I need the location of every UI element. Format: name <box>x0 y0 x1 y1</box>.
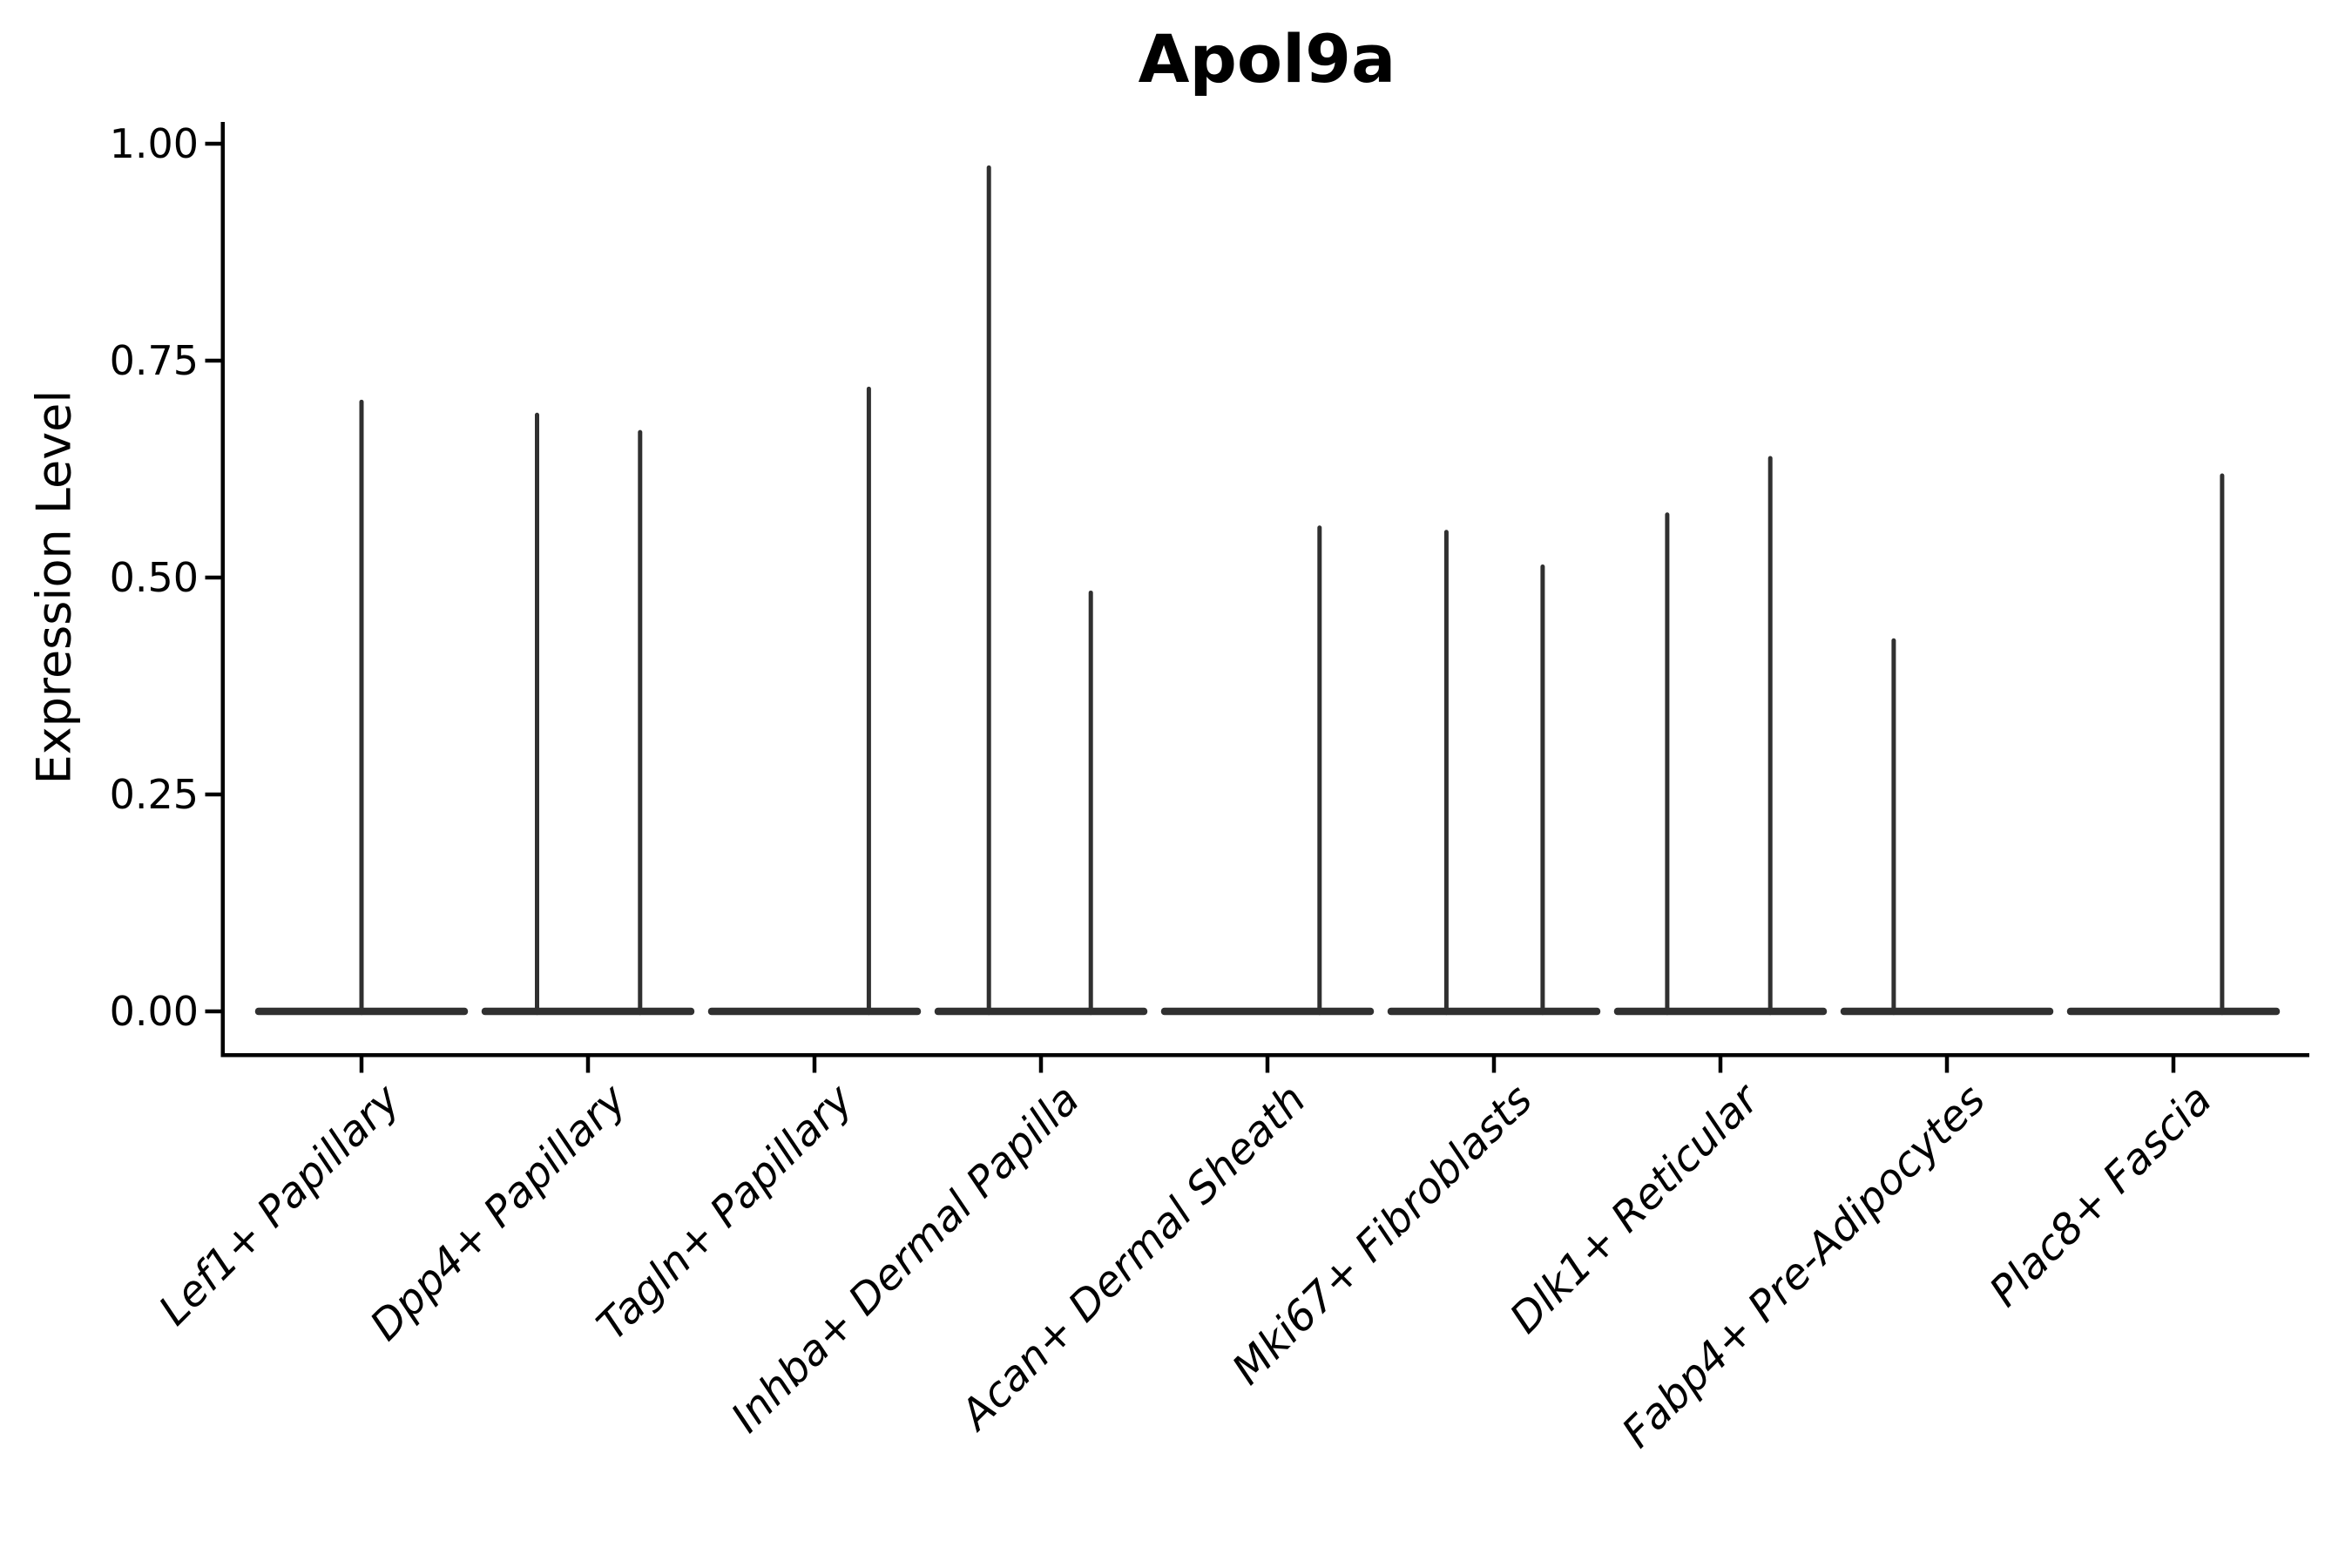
violin-spike <box>2220 473 2225 1016</box>
y-tick-label: 0.00 <box>109 988 199 1035</box>
violin-base <box>934 1007 1148 1016</box>
x-axis-tick <box>585 1057 591 1073</box>
violin-spike <box>1767 456 1773 1016</box>
violin-base <box>1613 1007 1828 1016</box>
y-tick-label: 1.00 <box>109 120 199 167</box>
violin-spike <box>1443 530 1449 1016</box>
violin-base <box>2066 1007 2281 1016</box>
x-axis-tick <box>1718 1057 1723 1073</box>
x-axis-tick <box>2171 1057 2176 1073</box>
x-axis-spine <box>220 1053 2309 1058</box>
y-axis-tick <box>205 575 221 580</box>
violin-base <box>1160 1007 1375 1016</box>
violin-spike <box>866 386 871 1016</box>
violin-spike <box>1088 590 1093 1016</box>
y-axis-tick <box>205 792 221 797</box>
x-axis-tick <box>1265 1057 1270 1073</box>
violin-spike <box>359 399 364 1016</box>
violin-base <box>1840 1007 2054 1016</box>
y-axis-tick <box>205 1009 221 1014</box>
x-axis-tick <box>1491 1057 1497 1073</box>
y-tick-label: 0.75 <box>109 337 199 384</box>
x-axis-tick <box>1038 1057 1044 1073</box>
y-axis-tick <box>205 358 221 363</box>
x-axis-tick <box>812 1057 817 1073</box>
violin-spike <box>1540 564 1545 1016</box>
y-tick-label: 0.25 <box>109 771 199 818</box>
violin-base <box>1387 1007 1601 1016</box>
violin-base <box>707 1007 922 1016</box>
violin-spike <box>1665 512 1670 1016</box>
chart-title: Apol9a <box>1138 20 1396 98</box>
violin-spike <box>535 412 539 1016</box>
violin-spike <box>638 429 643 1016</box>
violin-spike <box>986 165 991 1016</box>
violin-spike <box>1317 525 1322 1016</box>
x-axis-tick <box>1944 1057 1950 1073</box>
x-axis-tick <box>359 1057 364 1073</box>
violin-spike <box>1891 638 1896 1016</box>
y-axis-tick <box>205 141 221 146</box>
y-axis-spine <box>220 122 225 1058</box>
y-tick-label: 0.50 <box>109 554 199 601</box>
violin-base <box>481 1007 695 1016</box>
